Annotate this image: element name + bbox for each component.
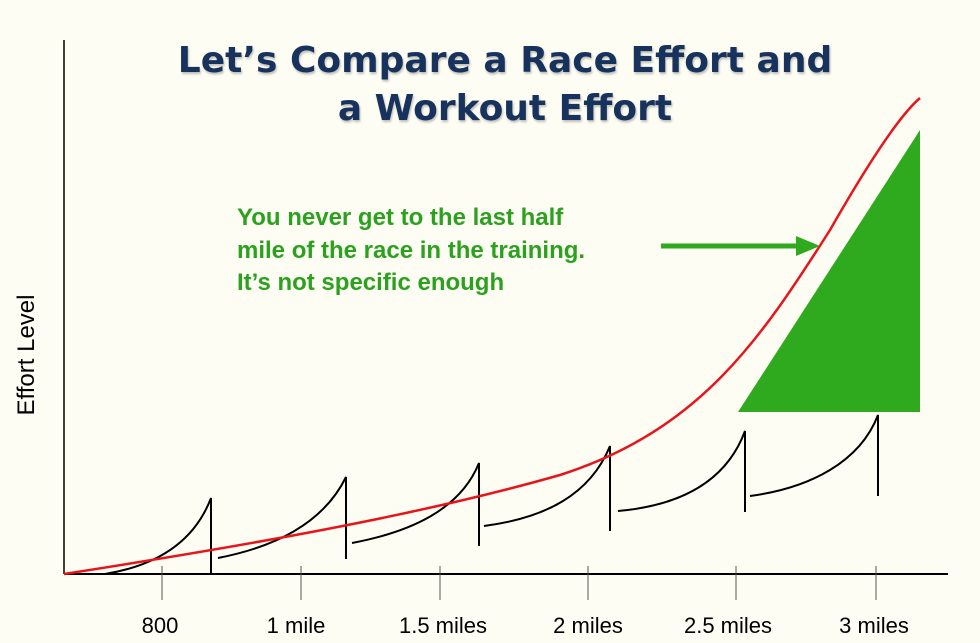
x-tick-label-800: 800 [141, 613, 179, 638]
annotation-line-2: mile of the race in the training. [237, 237, 586, 264]
x-tick-label-2-5-miles: 2.5 miles [683, 613, 773, 638]
x-tick-label-1-mile: 1 mile [266, 613, 326, 638]
x-tick-label-2-miles: 2 miles [553, 613, 623, 638]
x-tick-label-1-5-miles: 1.5 miles [398, 613, 488, 638]
slide-title-line-2: a Workout Effort [337, 88, 673, 129]
slide-title-line-1: Let’s Compare a Race Effort and [177, 40, 833, 81]
arrow-right-icon [661, 236, 820, 256]
race-effort-curve [63, 97, 921, 576]
annotation-line-3: It’s not specific enough [237, 269, 505, 296]
workout-curve-6 [749, 414, 879, 497]
y-axis-label: Effort Level [13, 294, 40, 416]
workout-curve-4 [483, 445, 611, 531]
workout-curve-1 [104, 497, 212, 575]
x-tick-marks [161, 566, 877, 600]
x-tick-label-3-miles: 3 miles [839, 613, 909, 638]
workout-curve-3 [351, 462, 480, 546]
workout-curve-5 [617, 430, 746, 512]
effort-gap-triangle [738, 130, 920, 412]
workout-effort-curves [104, 414, 879, 575]
workout-curve-2 [217, 476, 347, 559]
annotation-line-1: You never get to the last half [237, 204, 564, 231]
